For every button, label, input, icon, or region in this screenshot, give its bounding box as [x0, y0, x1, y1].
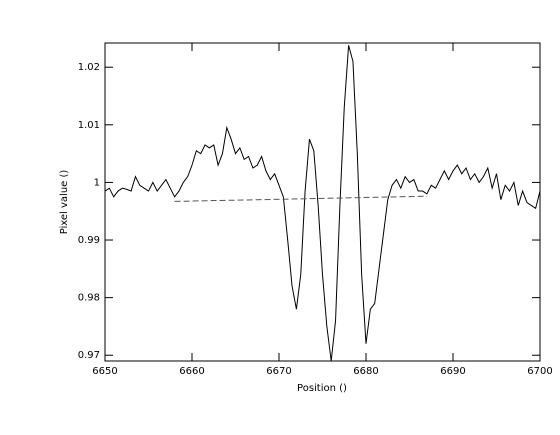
spectrum-line: [104, 45, 541, 362]
x-tick-label: 6660: [179, 366, 204, 377]
y-tick-label: 0.97: [78, 350, 100, 361]
x-tick-label: 6650: [92, 366, 117, 377]
x-tick-label: 6700: [527, 366, 552, 377]
y-tick-label: 1.02: [78, 62, 100, 73]
y-tick-label: 0.99: [78, 235, 100, 246]
x-axis-label: Position (): [297, 383, 347, 394]
dashed-line: [174, 195, 427, 202]
x-tick-label: 6680: [353, 366, 378, 377]
y-tick-label: 0.98: [78, 293, 100, 304]
y-tick-label: 1.01: [78, 120, 100, 131]
plot-frame: [104, 42, 541, 362]
x-tick-label: 6670: [266, 366, 291, 377]
y-tick-label: 1: [94, 177, 100, 188]
y-axis-label: Pixel value (): [59, 170, 70, 235]
x-tick-label: 6690: [440, 366, 465, 377]
